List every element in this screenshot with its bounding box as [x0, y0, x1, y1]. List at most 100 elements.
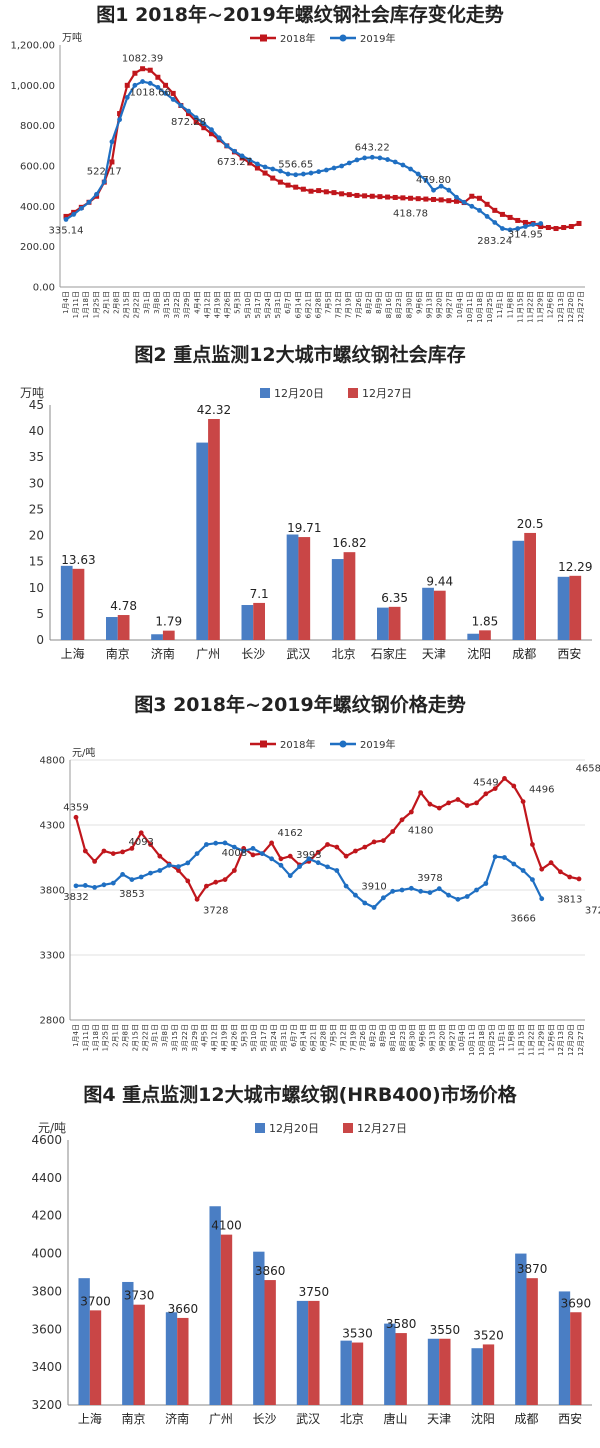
x-tick-label: 3月1日 — [151, 1024, 159, 1047]
data-point — [110, 880, 116, 886]
y-tick-label: 3600 — [31, 1322, 62, 1336]
data-point — [553, 226, 559, 232]
data-point — [325, 842, 330, 847]
data-point — [193, 115, 199, 120]
data-point — [269, 856, 275, 862]
data-point — [464, 803, 470, 808]
legend-marker-0 — [260, 740, 267, 748]
data-point — [334, 868, 340, 873]
data-point — [222, 840, 228, 846]
y-tick-label: 1,200.00 — [10, 41, 55, 52]
x-tick-label: 8月30日 — [409, 1024, 417, 1051]
x-category-label: 石家庄 — [371, 646, 407, 661]
data-point — [147, 80, 153, 86]
data-point — [469, 193, 475, 199]
data-point — [120, 849, 125, 855]
bar — [558, 1291, 571, 1405]
data-point — [343, 853, 349, 859]
data-point — [316, 188, 322, 194]
x-tick-label: 9月27日 — [446, 291, 454, 318]
data-point — [415, 196, 421, 202]
y-tick-label: 5 — [36, 607, 44, 621]
data-label: 1082.39 — [122, 54, 163, 65]
legend-label-0: 2018年 — [280, 32, 315, 45]
data-label: 4496 — [529, 785, 554, 796]
data-label: 3728 — [203, 905, 228, 916]
data-label: 19.71 — [287, 521, 321, 535]
data-point — [334, 844, 340, 850]
data-point — [132, 82, 138, 88]
legend-label-1: 2019年 — [360, 738, 395, 751]
y-tick-label: 10 — [29, 581, 44, 595]
x-tick-label: 1月18日 — [92, 1024, 100, 1051]
chart-2-plot: 12月20日 12月27日 万吨 0 5 10 15 20 25 30 35 40 45 上海 13.63 南… — [20, 386, 592, 661]
data-label: 3520 — [473, 1328, 504, 1342]
x-category-label: 沈阳 — [467, 646, 491, 661]
y-tick-label: 4300 — [40, 821, 65, 832]
data-point — [170, 97, 176, 102]
data-label: 335.14 — [49, 225, 84, 236]
x-tick-label: 3月22日 — [173, 291, 181, 318]
x-tick-label: 9月6日 — [415, 291, 423, 314]
y-tick-label: 15 — [29, 555, 44, 569]
data-point — [94, 191, 100, 197]
x-tick-label: 3月22日 — [181, 1024, 189, 1051]
data-point — [392, 194, 398, 200]
data-point — [278, 862, 284, 868]
data-point — [469, 203, 475, 209]
data-point — [431, 187, 436, 193]
legend-marker-1 — [339, 34, 347, 42]
data-point — [362, 900, 368, 906]
data-point — [557, 869, 563, 875]
data-point — [315, 849, 321, 855]
data-label: 7.1 — [250, 587, 269, 601]
y-tick-label: 1,000.00 — [10, 81, 55, 92]
data-point — [507, 227, 513, 233]
y-tick-label: 35 — [29, 450, 44, 464]
data-point — [78, 205, 84, 211]
data-point — [538, 224, 544, 229]
x-tick-label: 5月10日 — [250, 1024, 258, 1051]
x-tick-label: 8月23日 — [395, 291, 403, 318]
x-tick-label: 11月22日 — [526, 291, 534, 323]
data-point — [548, 860, 554, 866]
data-point — [492, 854, 498, 860]
bar — [433, 590, 446, 640]
x-tick-label: 1月4日 — [72, 1024, 80, 1047]
x-tick-label: 5月17日 — [254, 291, 262, 318]
x-tick-label: 4月5日 — [201, 1024, 209, 1047]
data-point — [331, 165, 337, 171]
data-label: 4008 — [222, 848, 247, 859]
x-tick-label: 9月13日 — [426, 291, 434, 318]
x-tick-label: 7月19日 — [345, 291, 353, 318]
legend-swatch-0 — [255, 1123, 265, 1133]
data-label: 4359 — [63, 802, 88, 813]
y-tick-label: 3800 — [40, 886, 65, 897]
chart-3-title: 图3 2018年~2019年螺纹钢价格走势 — [134, 694, 466, 716]
y-tick-label: 30 — [29, 476, 44, 490]
data-point — [418, 888, 424, 894]
x-tick-label: 8月16日 — [385, 291, 393, 318]
data-point — [436, 886, 442, 892]
x-tick-label: 6月7日 — [290, 1024, 298, 1047]
data-point — [129, 846, 135, 851]
x-tick-label: 4月4日 — [193, 291, 201, 314]
y-tick-label: 3300 — [40, 951, 65, 962]
legend-label-0: 12月20日 — [274, 387, 324, 400]
y-tick-label: 40 — [29, 424, 44, 438]
data-point — [530, 877, 535, 882]
data-point — [270, 166, 276, 172]
chart-1-plot: 2018年 2019年 万吨 0.00 200.00 400.00 600.00 800.00… — [10, 31, 585, 323]
y-tick-label: 4800 — [40, 756, 65, 767]
x-tick-label: 1月25日 — [92, 291, 100, 318]
data-point — [178, 103, 184, 108]
x-tick-label: 10月25日 — [486, 291, 494, 323]
x-tick-label: 11月8日 — [508, 1024, 516, 1051]
data-point — [92, 885, 98, 890]
data-point — [446, 800, 451, 806]
x-category-label: 长沙 — [252, 1412, 276, 1426]
bar — [467, 633, 480, 640]
bar — [298, 537, 311, 640]
y-tick-label: 4600 — [31, 1133, 62, 1147]
